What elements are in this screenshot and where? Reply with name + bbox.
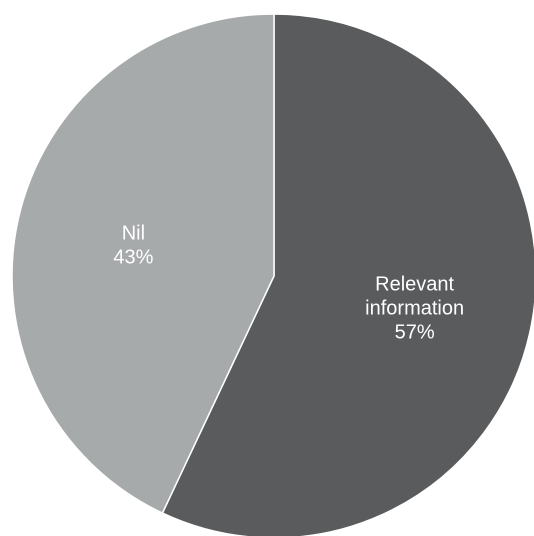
slice-name-label: Relevant [375,273,454,295]
pie-slice-label: Nil 43% [113,223,153,269]
slice-percent-label: 57% [395,321,435,343]
slice-name-label: information [365,297,464,319]
slice-percent-label: 43% [113,247,153,269]
pie-slice-relevant-information [161,13,534,536]
pie-slice-label: Relevant information 57% [365,273,464,343]
pie-slice-nil [11,13,275,515]
slice-name-label: Nil [122,223,145,245]
